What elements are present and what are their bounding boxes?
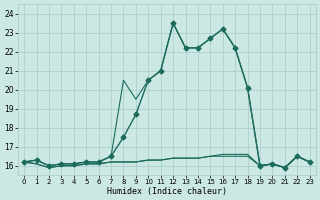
- X-axis label: Humidex (Indice chaleur): Humidex (Indice chaleur): [107, 187, 227, 196]
